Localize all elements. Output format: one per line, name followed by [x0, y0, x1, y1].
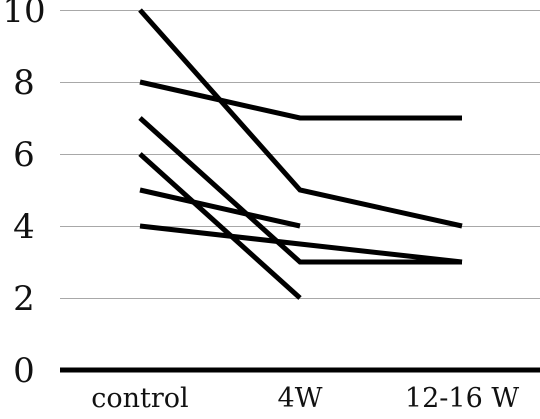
- x-category-label: control: [91, 383, 188, 414]
- series-line-4: [138, 152, 302, 300]
- series-line-3: [138, 116, 462, 265]
- x-tick-labels: control 4W 12-16 W: [91, 383, 519, 414]
- y-tick-label-6: 6: [13, 135, 35, 175]
- y-tick-label-10: 10: [2, 0, 45, 31]
- y-tick-labels: 0 2 4 6 8 10: [2, 0, 45, 391]
- y-tick-label-4: 4: [13, 207, 35, 247]
- x-category-label: 12-16 W: [405, 383, 519, 414]
- series-line-2: [139, 79, 462, 121]
- x-category-label: 4W: [278, 383, 323, 414]
- y-tick-label-2: 2: [13, 279, 35, 319]
- series-lines: [138, 8, 463, 300]
- y-tick-label-8: 8: [13, 63, 35, 103]
- series-line-5: [139, 187, 301, 229]
- y-tick-label-0: 0: [13, 351, 35, 391]
- series-line-1: [138, 8, 463, 229]
- gridlines: [60, 10, 540, 299]
- series-line-6: [139, 223, 463, 265]
